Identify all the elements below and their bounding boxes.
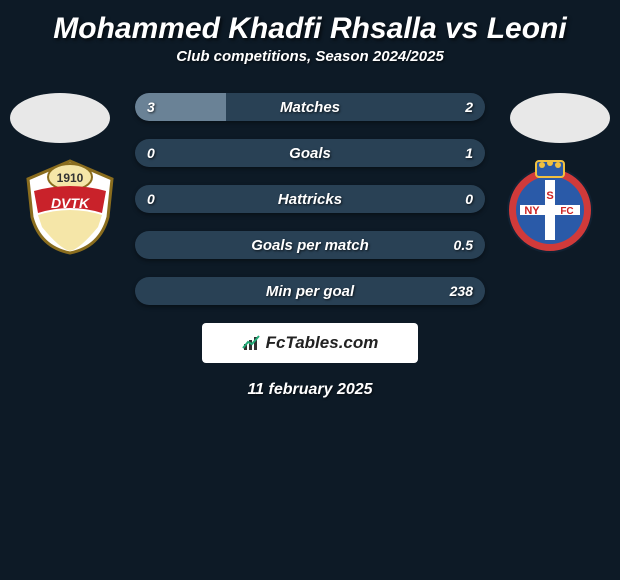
club-crest-right: NY S FC [500, 155, 600, 255]
svg-text:S: S [546, 190, 553, 202]
stat-row: 238Min per goal [135, 277, 485, 305]
page-title: Mohammed Khadfi Rhsalla vs Leoni [0, 8, 620, 48]
svg-text:FC: FC [560, 206, 573, 217]
stat-label: Hattricks [135, 185, 485, 213]
crest-text: DVTK [51, 195, 90, 211]
date-label: 11 february 2025 [0, 381, 620, 399]
main-content: 1910 DVTK NY S FC 32Matches01Goals00 [0, 83, 620, 399]
comparison-card: Mohammed Khadfi Rhsalla vs Leoni Club co… [0, 0, 620, 580]
svg-text:NY: NY [524, 205, 540, 217]
stat-label: Goals [135, 139, 485, 167]
stat-row: 01Goals [135, 139, 485, 167]
player-avatar-right [510, 93, 610, 143]
crest-year: 1910 [57, 171, 84, 185]
stat-label: Matches [135, 93, 485, 121]
club-crest-left: 1910 DVTK [20, 155, 120, 255]
stat-row: 32Matches [135, 93, 485, 121]
chart-icon [242, 334, 262, 352]
stat-row: 0.5Goals per match [135, 231, 485, 259]
subtitle: Club competitions, Season 2024/2025 [0, 48, 620, 83]
stat-label: Goals per match [135, 231, 485, 259]
logo-text: FcTables.com [266, 333, 379, 353]
stat-label: Min per goal [135, 277, 485, 305]
stat-row: 00Hattricks [135, 185, 485, 213]
stat-bars: 32Matches 01Goals 00Hattricks 0.5Goals per … [135, 83, 485, 305]
player-avatar-left [10, 93, 110, 143]
fctables-logo[interactable]: FcTables.com [202, 323, 418, 363]
